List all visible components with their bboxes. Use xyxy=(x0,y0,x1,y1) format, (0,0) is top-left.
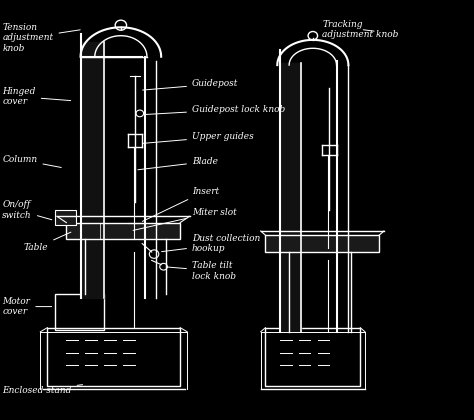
Text: Column: Column xyxy=(2,155,61,168)
Text: Guidepost lock knob: Guidepost lock knob xyxy=(145,105,285,115)
Text: Table tilt
lock knob: Table tilt lock knob xyxy=(166,261,236,281)
Polygon shape xyxy=(66,223,180,239)
Text: Upper guides: Upper guides xyxy=(143,132,254,143)
Text: Insert: Insert xyxy=(142,186,219,221)
Text: Miter slot: Miter slot xyxy=(133,207,237,231)
Text: Hinged
cover: Hinged cover xyxy=(2,87,71,106)
Bar xyxy=(55,210,76,225)
Text: On/off
switch: On/off switch xyxy=(2,200,52,220)
Text: Motor
cover: Motor cover xyxy=(2,297,52,316)
Polygon shape xyxy=(265,235,379,252)
Text: Tracking
adjustment knob: Tracking adjustment knob xyxy=(322,20,399,39)
Text: Dust collection
hookup: Dust collection hookup xyxy=(162,234,260,253)
Text: Tension
adjustment
knob: Tension adjustment knob xyxy=(2,23,80,52)
Text: Guidepost: Guidepost xyxy=(143,79,238,90)
Text: Table: Table xyxy=(24,232,71,252)
Text: Blade: Blade xyxy=(138,157,218,170)
Text: Enclosed stand: Enclosed stand xyxy=(2,385,82,395)
